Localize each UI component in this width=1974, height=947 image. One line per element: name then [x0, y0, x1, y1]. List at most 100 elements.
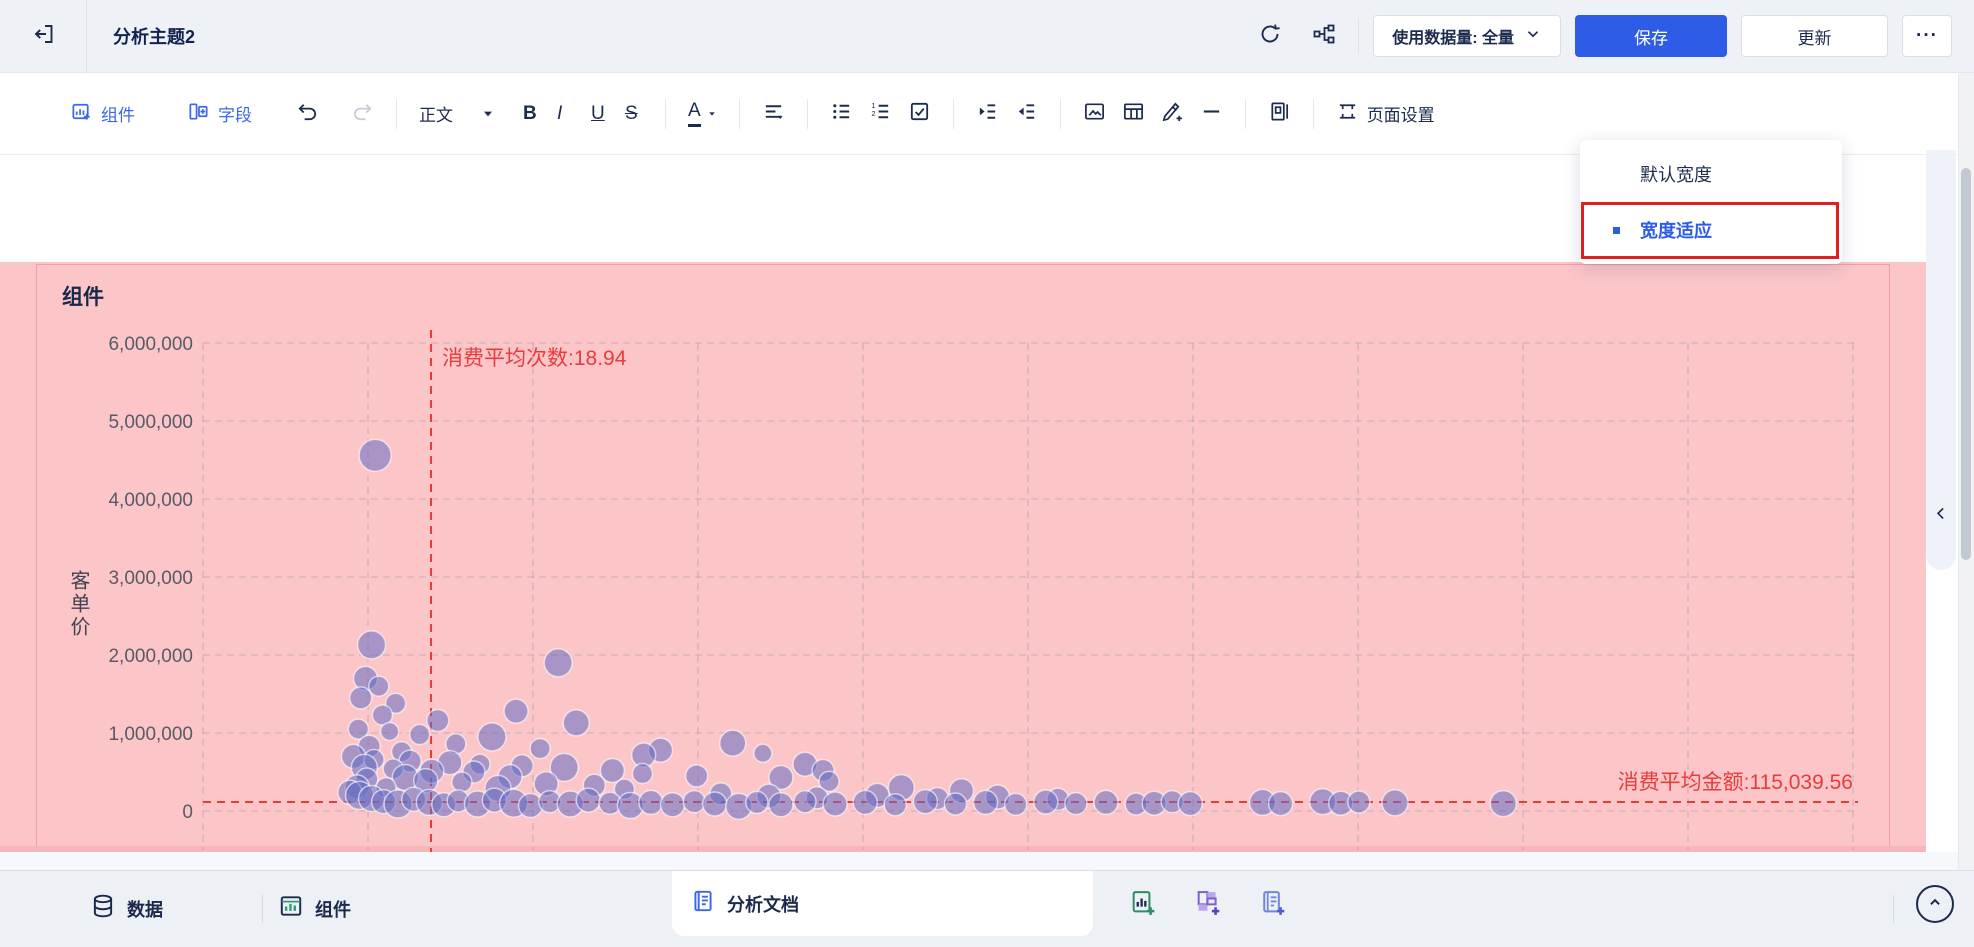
- insert-image-button[interactable]: [1075, 94, 1114, 134]
- horizontal-rule-icon: [1200, 100, 1223, 128]
- page-setup-button[interactable]: 页面设置: [1328, 94, 1443, 134]
- add-document-icon: [1259, 888, 1287, 921]
- checkbox-icon: [908, 100, 931, 128]
- toolbar-separator: [806, 98, 808, 129]
- bottombar-divider: [1893, 895, 1894, 923]
- canvas-bottom-margin: [0, 852, 1974, 870]
- bottombar-divider: [262, 895, 263, 923]
- undo-icon: [296, 100, 319, 128]
- indent-decrease-icon: [1015, 100, 1038, 128]
- svg-text:4,000,000: 4,000,000: [108, 490, 193, 511]
- bubble-scatter-chart[interactable]: 0 1,000,000 2,000,000 3,000,000 4,000,000 5,0…: [0, 262, 1926, 854]
- vertical-scrollbar-thumb[interactable]: [1961, 168, 1971, 560]
- refresh-icon: [1258, 22, 1282, 51]
- strikethrough-button[interactable]: S: [625, 102, 638, 124]
- svg-text:消费平均次数:18.94: 消费平均次数:18.94: [442, 347, 627, 370]
- svg-text:2: 2: [871, 108, 875, 117]
- tab-component[interactable]: 组件: [278, 870, 351, 947]
- align-dropdown[interactable]: [754, 94, 793, 134]
- table-icon: [1122, 100, 1145, 128]
- document-title: 分析主题2: [113, 27, 196, 47]
- selected-component-overlay: [0, 262, 1926, 852]
- page-width-menu: 默认宽度 宽度适应: [1580, 140, 1842, 264]
- flow-branch-icon: [1312, 22, 1336, 51]
- topbar-right-divider: [1358, 19, 1360, 53]
- redo-icon: [351, 100, 374, 128]
- indent-increase-icon: [976, 100, 999, 128]
- toolbar-separator: [738, 98, 740, 129]
- menu-item-fit-width[interactable]: 宽度适应: [1580, 204, 1842, 256]
- toolbar-separator: [396, 98, 397, 129]
- insert-field-button[interactable]: 字段: [179, 94, 260, 134]
- add-analysis-doc-button[interactable]: [1255, 886, 1291, 922]
- page-setup-label: 页面设置: [1366, 106, 1435, 125]
- format-brush-button[interactable]: [1153, 94, 1192, 134]
- svg-text:0: 0: [182, 802, 193, 823]
- y-axis-title: 客单价: [67, 570, 89, 639]
- add-dashboard-icon: [1194, 888, 1222, 921]
- indent-increase-button[interactable]: [968, 94, 1007, 134]
- toolbar-separator: [1244, 98, 1246, 129]
- insert-page-button[interactable]: [1260, 94, 1299, 134]
- selected-bullet-icon: [1613, 226, 1620, 234]
- bullet-list-button[interactable]: [822, 94, 861, 134]
- numbered-list-icon: 1 2: [869, 100, 892, 128]
- page-break-icon: [1268, 100, 1291, 128]
- numbered-list-button[interactable]: 1 2: [861, 94, 900, 134]
- topbar-left: 分析主题2: [0, 0, 195, 73]
- update-button[interactable]: 更新: [1741, 15, 1888, 57]
- topbar-right: 使用数据量: 全量 保存 更新 ···: [1250, 15, 1974, 57]
- field-icon: [187, 100, 210, 128]
- add-dashboard-button[interactable]: [1190, 886, 1226, 922]
- topbar-divider: [86, 0, 87, 73]
- editor-toolbar: 组件 字段: [0, 73, 1974, 155]
- data-volume-dropdown[interactable]: 使用数据量: 全量: [1373, 15, 1561, 57]
- insert-field-label: 字段: [218, 106, 252, 125]
- menu-item-default-width[interactable]: 默认宽度: [1640, 165, 1712, 185]
- exit-button[interactable]: [24, 16, 64, 56]
- top-bar: 分析主题2 使用数据量: 全量: [0, 0, 1974, 73]
- lineage-button[interactable]: [1304, 16, 1344, 56]
- checkbox-list-button[interactable]: [900, 94, 939, 134]
- toolbar-separator: [665, 98, 666, 129]
- format-brush-icon: [1161, 100, 1184, 128]
- save-button[interactable]: 保存: [1575, 15, 1727, 57]
- font-color-button[interactable]: A: [680, 94, 725, 134]
- image-icon: [1083, 100, 1106, 128]
- svg-text:3,000,000: 3,000,000: [108, 568, 193, 589]
- redo-button[interactable]: [343, 94, 382, 134]
- font-color-letter: A: [688, 100, 701, 127]
- undo-button[interactable]: [288, 94, 327, 134]
- tab-component-label: 组件: [315, 899, 351, 920]
- expand-bottom-panel-button[interactable]: [1916, 885, 1954, 923]
- svg-text:1: 1: [871, 101, 875, 110]
- insert-table-button[interactable]: [1114, 94, 1153, 134]
- horizontal-rule-button[interactable]: [1192, 94, 1231, 134]
- right-panel-rail: [1926, 150, 1956, 570]
- svg-text:6,000,000: 6,000,000: [108, 334, 193, 355]
- insert-component-button[interactable]: 组件: [62, 94, 143, 134]
- add-component-button[interactable]: [1125, 886, 1161, 922]
- paragraph-style-label: 正文: [419, 106, 453, 125]
- collapse-panel-handle[interactable]: [1926, 495, 1956, 535]
- tab-data[interactable]: 数据: [90, 870, 163, 947]
- svg-text:5,000,000: 5,000,000: [108, 412, 193, 433]
- refresh-button[interactable]: [1250, 16, 1290, 56]
- tab-analysis-document[interactable]: 分析文档: [672, 871, 1093, 936]
- paragraph-style-dropdown[interactable]: 正文: [411, 94, 501, 134]
- component-icon: [70, 100, 93, 128]
- bold-button[interactable]: B: [523, 102, 537, 124]
- bar-chart-icon: [278, 893, 304, 924]
- indent-decrease-button[interactable]: [1007, 94, 1046, 134]
- underline-button[interactable]: U: [591, 102, 605, 124]
- menu-item-fit-width-label: 宽度适应: [1640, 221, 1712, 241]
- insert-component-label: 组件: [101, 106, 135, 125]
- more-button[interactable]: ···: [1902, 15, 1952, 57]
- toolbar-separator: [952, 98, 954, 129]
- chevron-down-icon: [1524, 25, 1542, 48]
- italic-button[interactable]: I: [557, 102, 563, 124]
- toolbar-separator: [1312, 98, 1314, 129]
- page-setup-icon: [1336, 100, 1359, 128]
- toolbar-separator: [1059, 98, 1061, 129]
